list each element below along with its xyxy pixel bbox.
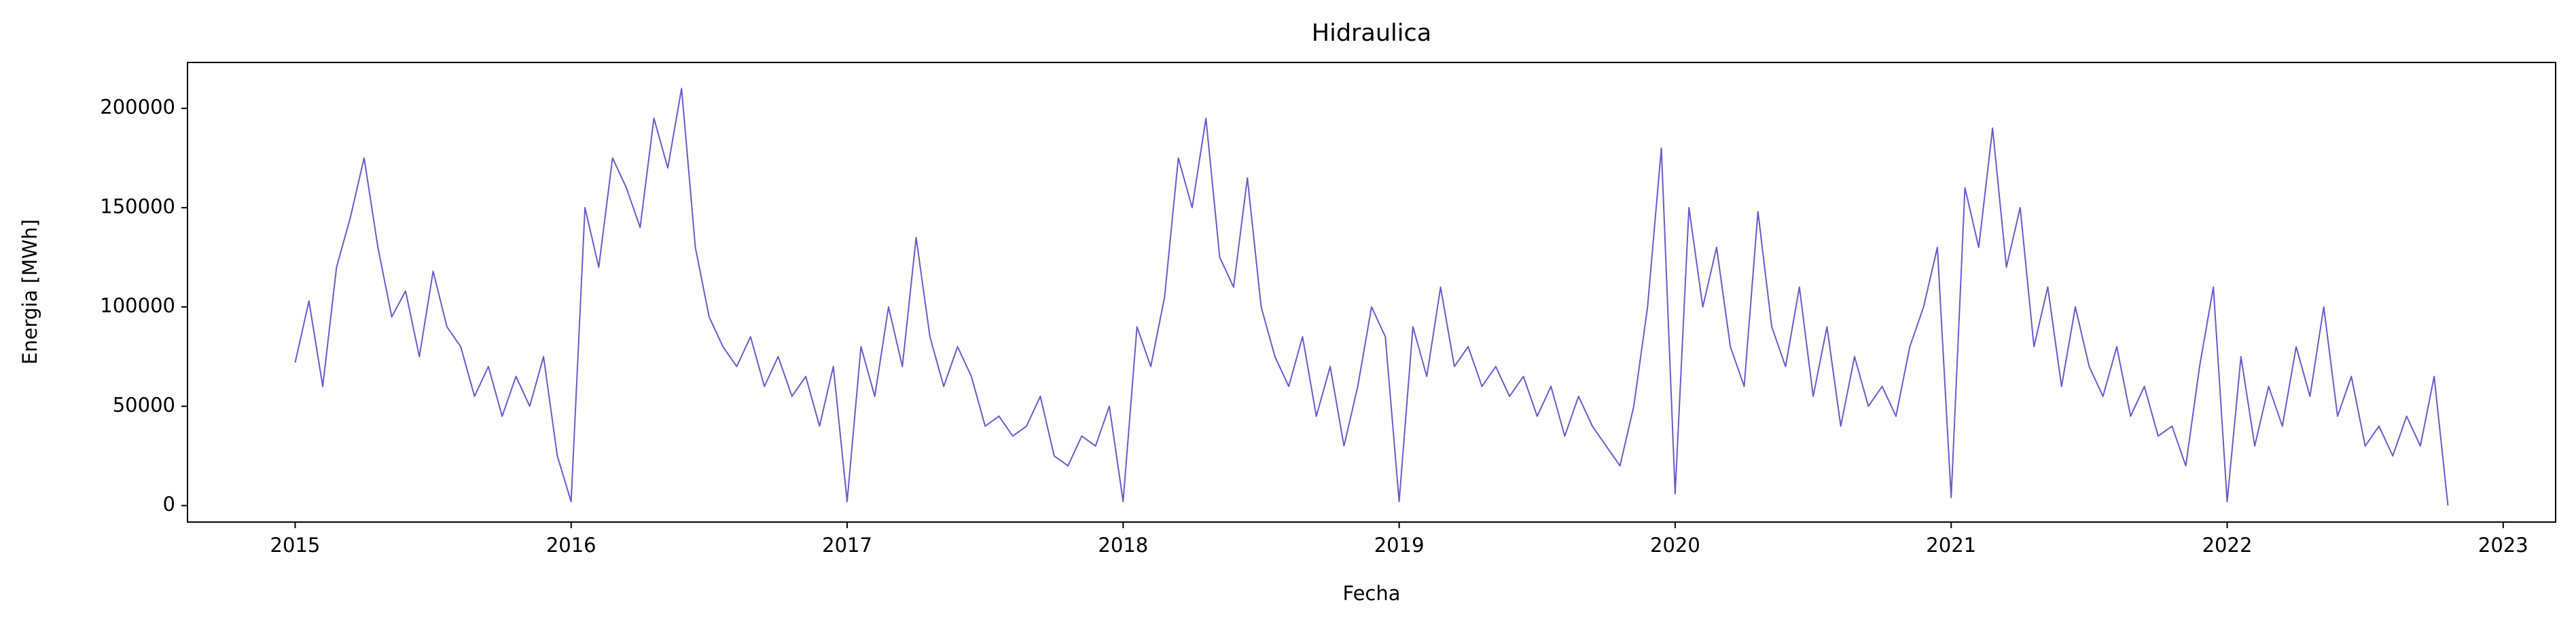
y-tick-label: 200000: [100, 96, 175, 119]
x-tick-label: 2020: [1650, 534, 1700, 557]
x-axis-label: Fecha: [1342, 582, 1400, 605]
chart-title: Hidraulica: [1312, 20, 1431, 47]
x-tick-label: 2022: [2202, 534, 2253, 557]
y-tick-label: 100000: [100, 294, 175, 317]
x-tick-label: 2015: [270, 534, 321, 557]
plot-frame: [187, 62, 2556, 523]
y-tick-label: 0: [163, 493, 175, 516]
x-tick-label: 2019: [1374, 534, 1425, 557]
y-tick-label: 50000: [113, 393, 175, 416]
y-tick-label: 150000: [100, 195, 175, 218]
x-tick-label: 2016: [546, 534, 596, 557]
x-tick-label: 2018: [1098, 534, 1148, 557]
y-axis-label: Energia [MWh]: [18, 219, 41, 365]
x-tick-label: 2017: [822, 534, 872, 557]
x-tick-label: 2023: [2478, 534, 2528, 557]
data-line: [294, 88, 2449, 506]
x-tick-label: 2021: [1926, 534, 1976, 557]
